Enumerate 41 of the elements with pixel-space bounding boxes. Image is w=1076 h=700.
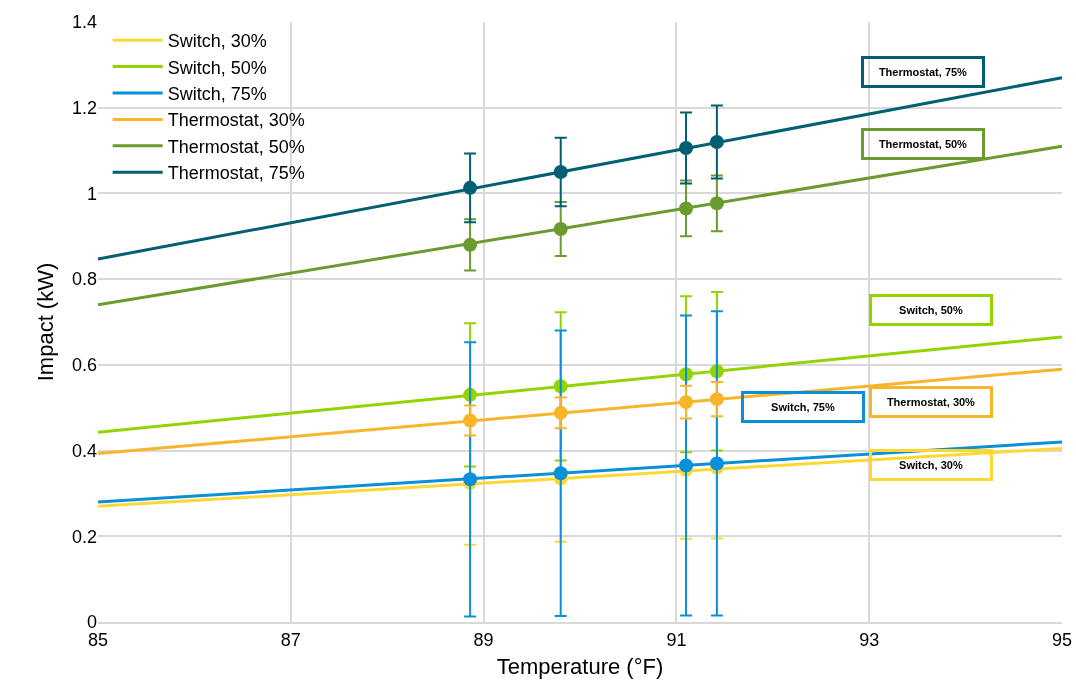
y-tick-label: 0.2 <box>71 526 97 547</box>
point <box>679 395 694 410</box>
x-tick-label: 93 <box>859 629 880 650</box>
x-tick-label: 95 <box>1051 629 1073 650</box>
annotation: Thermostat, 75% <box>878 66 968 78</box>
x-tick-label: 89 <box>473 629 494 650</box>
point <box>679 141 694 155</box>
legend-label: Switch, 30% <box>167 31 267 52</box>
y-tick-label: 0.6 <box>71 355 97 376</box>
point <box>553 222 568 236</box>
point <box>553 466 568 481</box>
legend-label: Switch, 75% <box>167 84 267 105</box>
point <box>463 237 478 252</box>
point <box>463 180 478 195</box>
annotation: Switch, 75% <box>771 401 835 413</box>
y-tick-label: 1 <box>86 183 97 204</box>
x-axis-title: Temperature (°F) <box>496 654 664 679</box>
y-tick-label: 0.8 <box>71 269 97 290</box>
x-tick-label: 87 <box>280 629 301 650</box>
point <box>709 392 724 407</box>
y-tick-label: 1.2 <box>71 98 97 119</box>
annotation: Thermostat, 30% <box>886 396 976 408</box>
point <box>463 413 478 428</box>
y-axis-title: Impact (kW) <box>32 262 58 382</box>
point <box>553 405 568 420</box>
legend-label: Thermostat, 30% <box>167 110 305 131</box>
legend-label: Switch, 50% <box>167 57 267 78</box>
annotation: Thermostat, 50% <box>878 138 968 150</box>
y-tick-label: 0.4 <box>71 440 97 461</box>
point <box>553 165 568 179</box>
point <box>709 456 724 471</box>
point <box>679 458 694 473</box>
x-tick-label: 91 <box>666 629 687 650</box>
annotation: Switch, 50% <box>899 304 963 316</box>
legend-label: Thermostat, 50% <box>167 136 305 157</box>
point <box>709 135 724 149</box>
legend-label: Thermostat, 75% <box>167 163 305 184</box>
annotation: Switch, 30% <box>899 459 963 471</box>
point <box>679 201 694 216</box>
y-tick-label: 1.4 <box>71 12 97 33</box>
point <box>709 196 724 211</box>
